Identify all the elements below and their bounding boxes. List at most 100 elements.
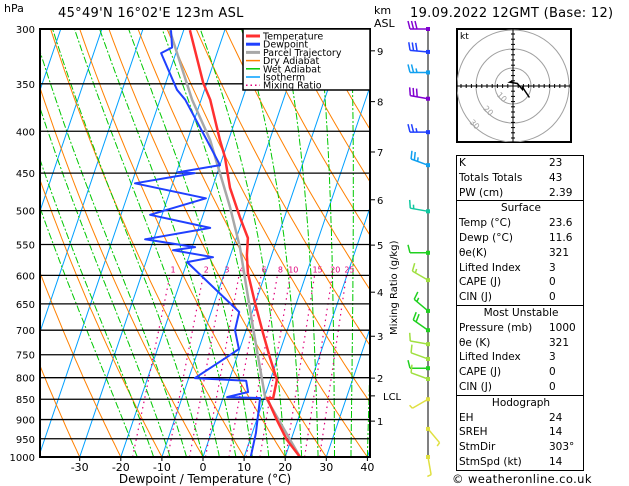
index-value: 321 <box>549 246 570 259</box>
wet-adiabat-line <box>350 29 354 457</box>
index-row: Dewp (°C) 11.6 <box>457 231 583 246</box>
mixing-ratio-label: 2 <box>204 265 209 274</box>
wet-adiabat-line <box>99 29 237 457</box>
y-tick-label: 900 <box>16 416 35 427</box>
profiles: 1 2 3 4 6 8 10 15 20 25 <box>134 29 355 457</box>
wind-barb <box>407 360 430 371</box>
wet-adiabat-line <box>318 29 335 457</box>
index-label: CIN (J) <box>459 380 492 393</box>
y-tick-label: 550 <box>16 240 35 251</box>
index-row: Lifted Index 3 <box>457 350 583 365</box>
index-row: SREH 14 <box>457 425 583 440</box>
x-tick-label: -30 <box>71 461 89 474</box>
mixing-ratio-label: 1 <box>170 265 175 274</box>
x-tick-label: 20 <box>278 461 292 474</box>
km-tick-label: 7 <box>377 148 383 159</box>
index-value: 0 <box>549 366 556 379</box>
index-row: Totals Totals 43 <box>457 171 583 186</box>
temperature-line <box>188 29 301 457</box>
mixing-ratio-label: 6 <box>262 265 267 274</box>
legend-label: Dry Adiabat <box>263 56 320 67</box>
y-tick-label: 850 <box>16 395 35 406</box>
y-tick-label: 450 <box>16 169 35 180</box>
index-row: CAPE (J) 0 <box>457 275 583 290</box>
wind-barb <box>407 64 430 75</box>
index-value: 303° <box>549 441 575 454</box>
index-value: 3 <box>549 351 556 364</box>
index-label: θe (K) <box>459 336 491 349</box>
wet-adiabat-line <box>40 49 188 457</box>
km-tick-label: 6 <box>377 196 383 207</box>
index-value: 0 <box>549 276 556 289</box>
legend-box <box>242 28 371 91</box>
y-tick-label: 750 <box>16 351 35 362</box>
index-label: Dewp (°C) <box>459 231 513 244</box>
mixing-ratio-label: 8 <box>278 265 283 274</box>
index-value: 43 <box>549 171 563 184</box>
index-label: StmDir <box>459 441 496 454</box>
index-row: K 23 <box>457 156 583 171</box>
location-title: 45°49'N 16°02'E 123m ASL <box>58 6 244 21</box>
hodograph-trace <box>507 80 531 98</box>
legend-label: Temperature <box>262 32 323 43</box>
mixing-ratio-label: 15 <box>312 265 322 274</box>
mixing-ratio-axis-title: Mixing Ratio (g/kg) <box>389 240 400 335</box>
index-row: θe(K) 321 <box>457 246 583 261</box>
wind-barbs <box>407 20 441 478</box>
x-tick-label: 10 <box>237 461 251 474</box>
index-value: 0 <box>549 291 556 304</box>
mixing-ratio-line <box>167 275 204 457</box>
pressure-unit-label: hPa <box>4 2 24 15</box>
x-tick-label: -20 <box>112 461 130 474</box>
km-tick-label: 5 <box>377 241 383 252</box>
index-row: Temp (°C) 23.6 <box>457 216 583 231</box>
index-label: Totals Totals <box>459 171 523 184</box>
y-tick-label: 700 <box>16 326 35 337</box>
y-tick-label: 1000 <box>10 453 35 464</box>
mixing-ratio-label: 20 <box>330 265 340 274</box>
x-tick-label: 0 <box>200 461 207 474</box>
wind-barb <box>408 42 430 54</box>
section-title: Surface <box>500 202 541 215</box>
legend-label: Parcel Trajectory <box>263 48 342 59</box>
y-tick-label: 400 <box>16 127 35 138</box>
index-value: 24 <box>549 411 563 424</box>
wind-barb <box>408 199 430 214</box>
wet-adiabat-line <box>240 29 303 457</box>
isotherm-line <box>284 205 370 457</box>
km-label: km <box>374 4 392 17</box>
dewpoint-line <box>134 30 262 457</box>
index-label: CIN (J) <box>459 291 492 304</box>
dry-adiabat-line <box>224 29 370 291</box>
date-label: 19.09.2022 12GMT (Base: 12) <box>410 6 614 21</box>
km-tick-label: 4 <box>377 288 383 299</box>
index-row: PW (cm) 2.39 <box>457 186 583 201</box>
index-label: Lifted Index <box>459 261 521 274</box>
wind-barb <box>407 244 430 255</box>
index-row: StmDir 303° <box>457 440 583 455</box>
wind-barb <box>407 20 430 31</box>
y-tick-label: 500 <box>16 207 35 218</box>
index-value: 23 <box>549 157 563 169</box>
index-label: Temp (°C) <box>459 217 512 230</box>
index-value: 14 <box>549 426 563 439</box>
wind-barb <box>408 87 430 101</box>
y-tick-label: 300 <box>16 25 35 36</box>
mixing-ratio-label: 3 <box>224 265 229 274</box>
index-label: Pressure (mb) <box>459 321 533 334</box>
copyright-link[interactable]: © weatheronline.co.uk <box>452 472 592 486</box>
wind-barb <box>407 123 430 135</box>
wind-barb <box>410 364 430 382</box>
index-row: CAPE (J) 0 <box>457 365 583 380</box>
mixing-ratio-label: 25 <box>344 265 354 274</box>
index-row: EH 24 <box>457 411 583 426</box>
x-axis-title: Dewpoint / Temperature (°C) <box>119 472 291 486</box>
isobars <box>40 28 370 458</box>
y-tick-label: 650 <box>16 300 35 311</box>
dry-adiabat-line <box>40 364 81 457</box>
km-tick-label: 8 <box>377 98 383 109</box>
asl-label: ASL <box>374 17 395 30</box>
